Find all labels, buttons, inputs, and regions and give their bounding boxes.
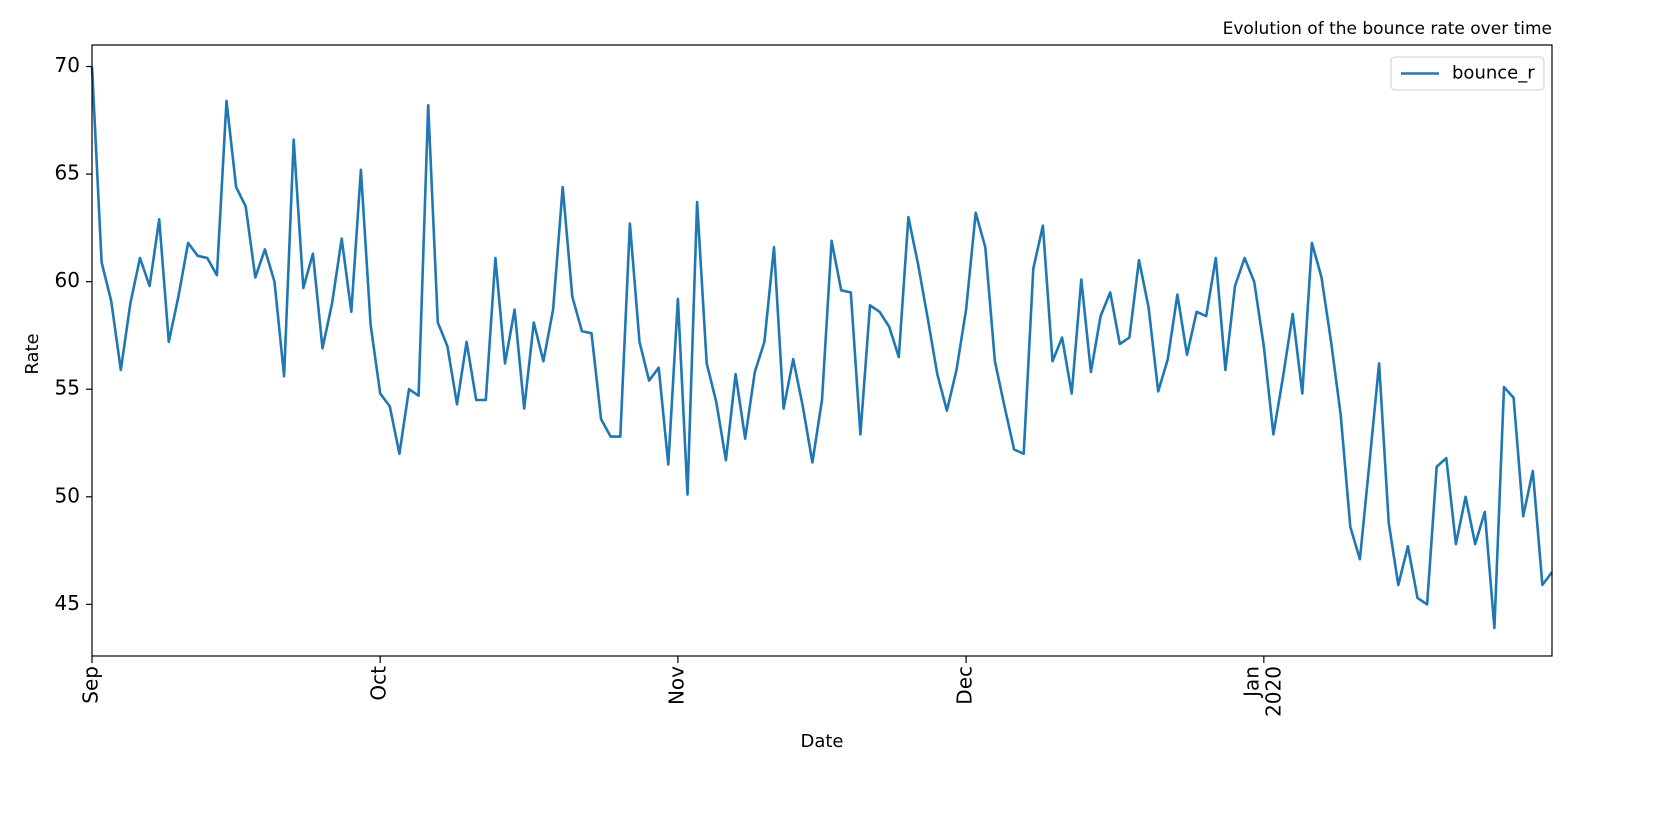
data-line <box>90 66 1554 630</box>
x-axis-label: Date <box>800 731 843 752</box>
plot-frame <box>91 44 1553 657</box>
y-tick-label: 60 <box>55 268 80 292</box>
y-tick-label: 45 <box>55 591 80 615</box>
x-tick-label: Nov <box>664 666 688 705</box>
x-tick-label: Oct <box>367 666 391 701</box>
legend-box <box>1390 56 1545 91</box>
legend-label: bounce_r <box>1452 63 1535 84</box>
chart-title: Evolution of the bounce rate over time <box>1223 19 1552 39</box>
y-tick-label: 65 <box>55 161 80 185</box>
y-tick-label: 50 <box>55 483 80 507</box>
x-tick-label: Sep <box>79 666 103 704</box>
x-tick-year: 2020 <box>1261 666 1285 717</box>
y-tick-label: 70 <box>55 53 80 77</box>
x-tick-label: Jan <box>1239 666 1263 699</box>
y-axis-label: Rate <box>22 333 43 374</box>
y-tick-label: 55 <box>55 376 80 400</box>
x-tick-label: Dec <box>953 666 977 705</box>
